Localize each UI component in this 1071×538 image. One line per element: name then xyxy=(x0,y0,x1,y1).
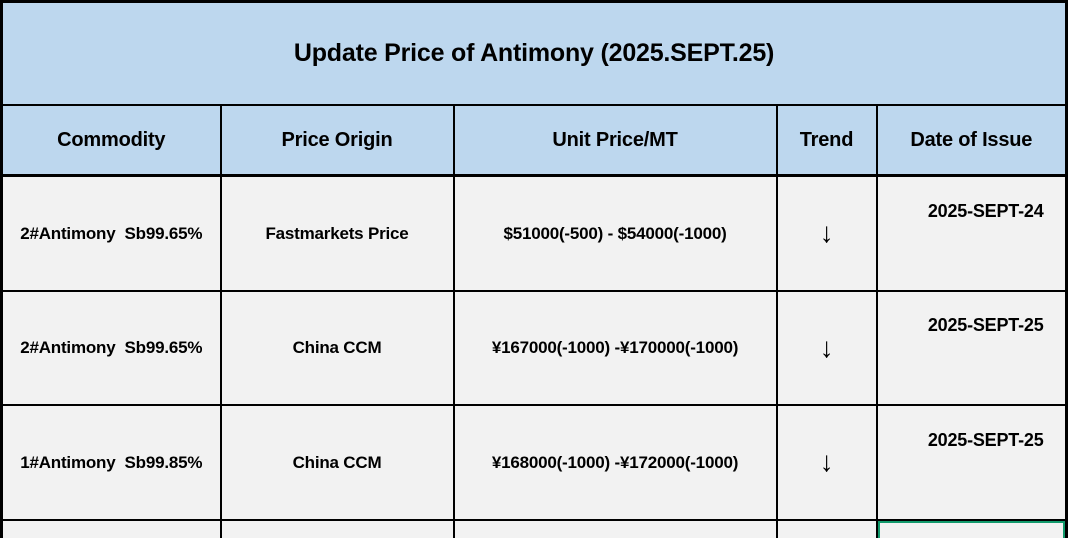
commodity-cell[interactable]: 2#Antimony Sb99.65% xyxy=(0,289,222,406)
table-title[interactable]: Update Price of Antimony (2025.SEPT.25) xyxy=(0,0,1068,106)
unit-price-cell[interactable]: $51000(-500) - $54000(-1000) xyxy=(452,174,778,292)
date-cell[interactable]: 2025-SEPT-25 xyxy=(875,289,1068,406)
table-row: 1#Antimony Sb99.85% China CCM ¥168000(-1… xyxy=(0,404,1068,521)
price-origin-cell[interactable]: China CCM xyxy=(219,518,455,538)
trend-cell[interactable]: ↓ xyxy=(775,289,878,406)
date-cell[interactable]: 2025-SEPT-24 xyxy=(875,174,1068,292)
unit-price-cell[interactable]: ¥168000(-1000) -¥172000(-1000) xyxy=(452,404,778,521)
commodity-cell[interactable]: 2#Antimony Sb99.65% xyxy=(0,174,222,292)
table-row: 2#Antimony Sb99.65% Fastmarkets Price $5… xyxy=(0,174,1068,292)
trend-cell[interactable]: ↓ xyxy=(775,518,878,538)
date-text: 2025-SEPT-24 xyxy=(927,200,1044,221)
trend-cell[interactable]: ↓ xyxy=(775,174,878,292)
date-cell[interactable]: 2025-SEPT-25 xyxy=(875,404,1068,521)
col-header-date-of-issue[interactable]: Date of Issue xyxy=(875,104,1068,177)
trend-cell[interactable]: ↓ xyxy=(775,404,878,521)
date-cell[interactable]: 2025-SEPT-25 xyxy=(875,518,1068,538)
date-text: 2025-SEPT-25 xyxy=(927,315,1044,335)
table-row: 2#Antimony Sb99.65% China CCM ¥167000(-1… xyxy=(0,289,1068,406)
price-origin-cell[interactable]: China CCM xyxy=(219,404,455,521)
table-row: Antimony Trioxide ATO 99.8% China CCM ¥1… xyxy=(0,518,1068,538)
col-header-unit-price[interactable]: Unit Price/MT xyxy=(452,104,778,177)
col-header-commodity[interactable]: Commodity xyxy=(0,104,222,177)
table-body: 2#Antimony Sb99.65% Fastmarkets Price $5… xyxy=(0,174,1068,538)
title-row: Update Price of Antimony (2025.SEPT.25) xyxy=(0,0,1068,106)
col-header-price-origin[interactable]: Price Origin xyxy=(219,104,455,177)
col-header-trend[interactable]: Trend xyxy=(775,104,878,177)
price-origin-cell[interactable]: China CCM xyxy=(219,289,455,406)
unit-price-cell[interactable]: ¥147000(-1000) -¥151000(-1000) xyxy=(452,518,778,538)
price-origin-cell[interactable]: Fastmarkets Price xyxy=(219,174,455,292)
commodity-cell[interactable]: Antimony Trioxide ATO 99.8% xyxy=(0,518,222,538)
selection-border xyxy=(878,521,1065,538)
unit-price-cell[interactable]: ¥167000(-1000) -¥170000(-1000) xyxy=(452,289,778,406)
header-row: Commodity Price Origin Unit Price/MT Tre… xyxy=(0,104,1068,177)
commodity-cell[interactable]: 1#Antimony Sb99.85% xyxy=(0,404,222,521)
date-text: 2025-SEPT-25 xyxy=(927,429,1044,450)
